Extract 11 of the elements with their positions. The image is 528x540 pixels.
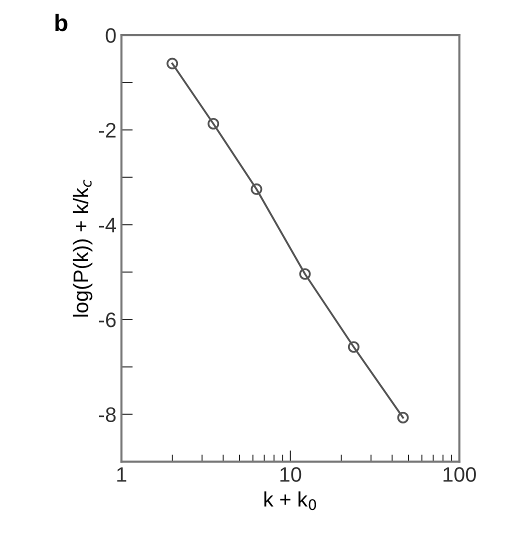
y-axis-title: log(P(k)) + k/k$_{c}$ [72,180,92,317]
y-tick-label: 0 [106,28,116,43]
y-tick-label: -2 [98,122,116,138]
y-tick-label: -6 [98,312,116,328]
y-tick-label: -4 [98,218,116,232]
y-tick-label: -8 [98,407,116,422]
chart-title: b [55,14,68,32]
x-tick-label: 10 [280,467,302,482]
x-tick-label: 1 [117,467,126,482]
x-tick-label: 100 [444,467,476,482]
x-axis-title: k + k$_{0}$ [264,491,316,510]
